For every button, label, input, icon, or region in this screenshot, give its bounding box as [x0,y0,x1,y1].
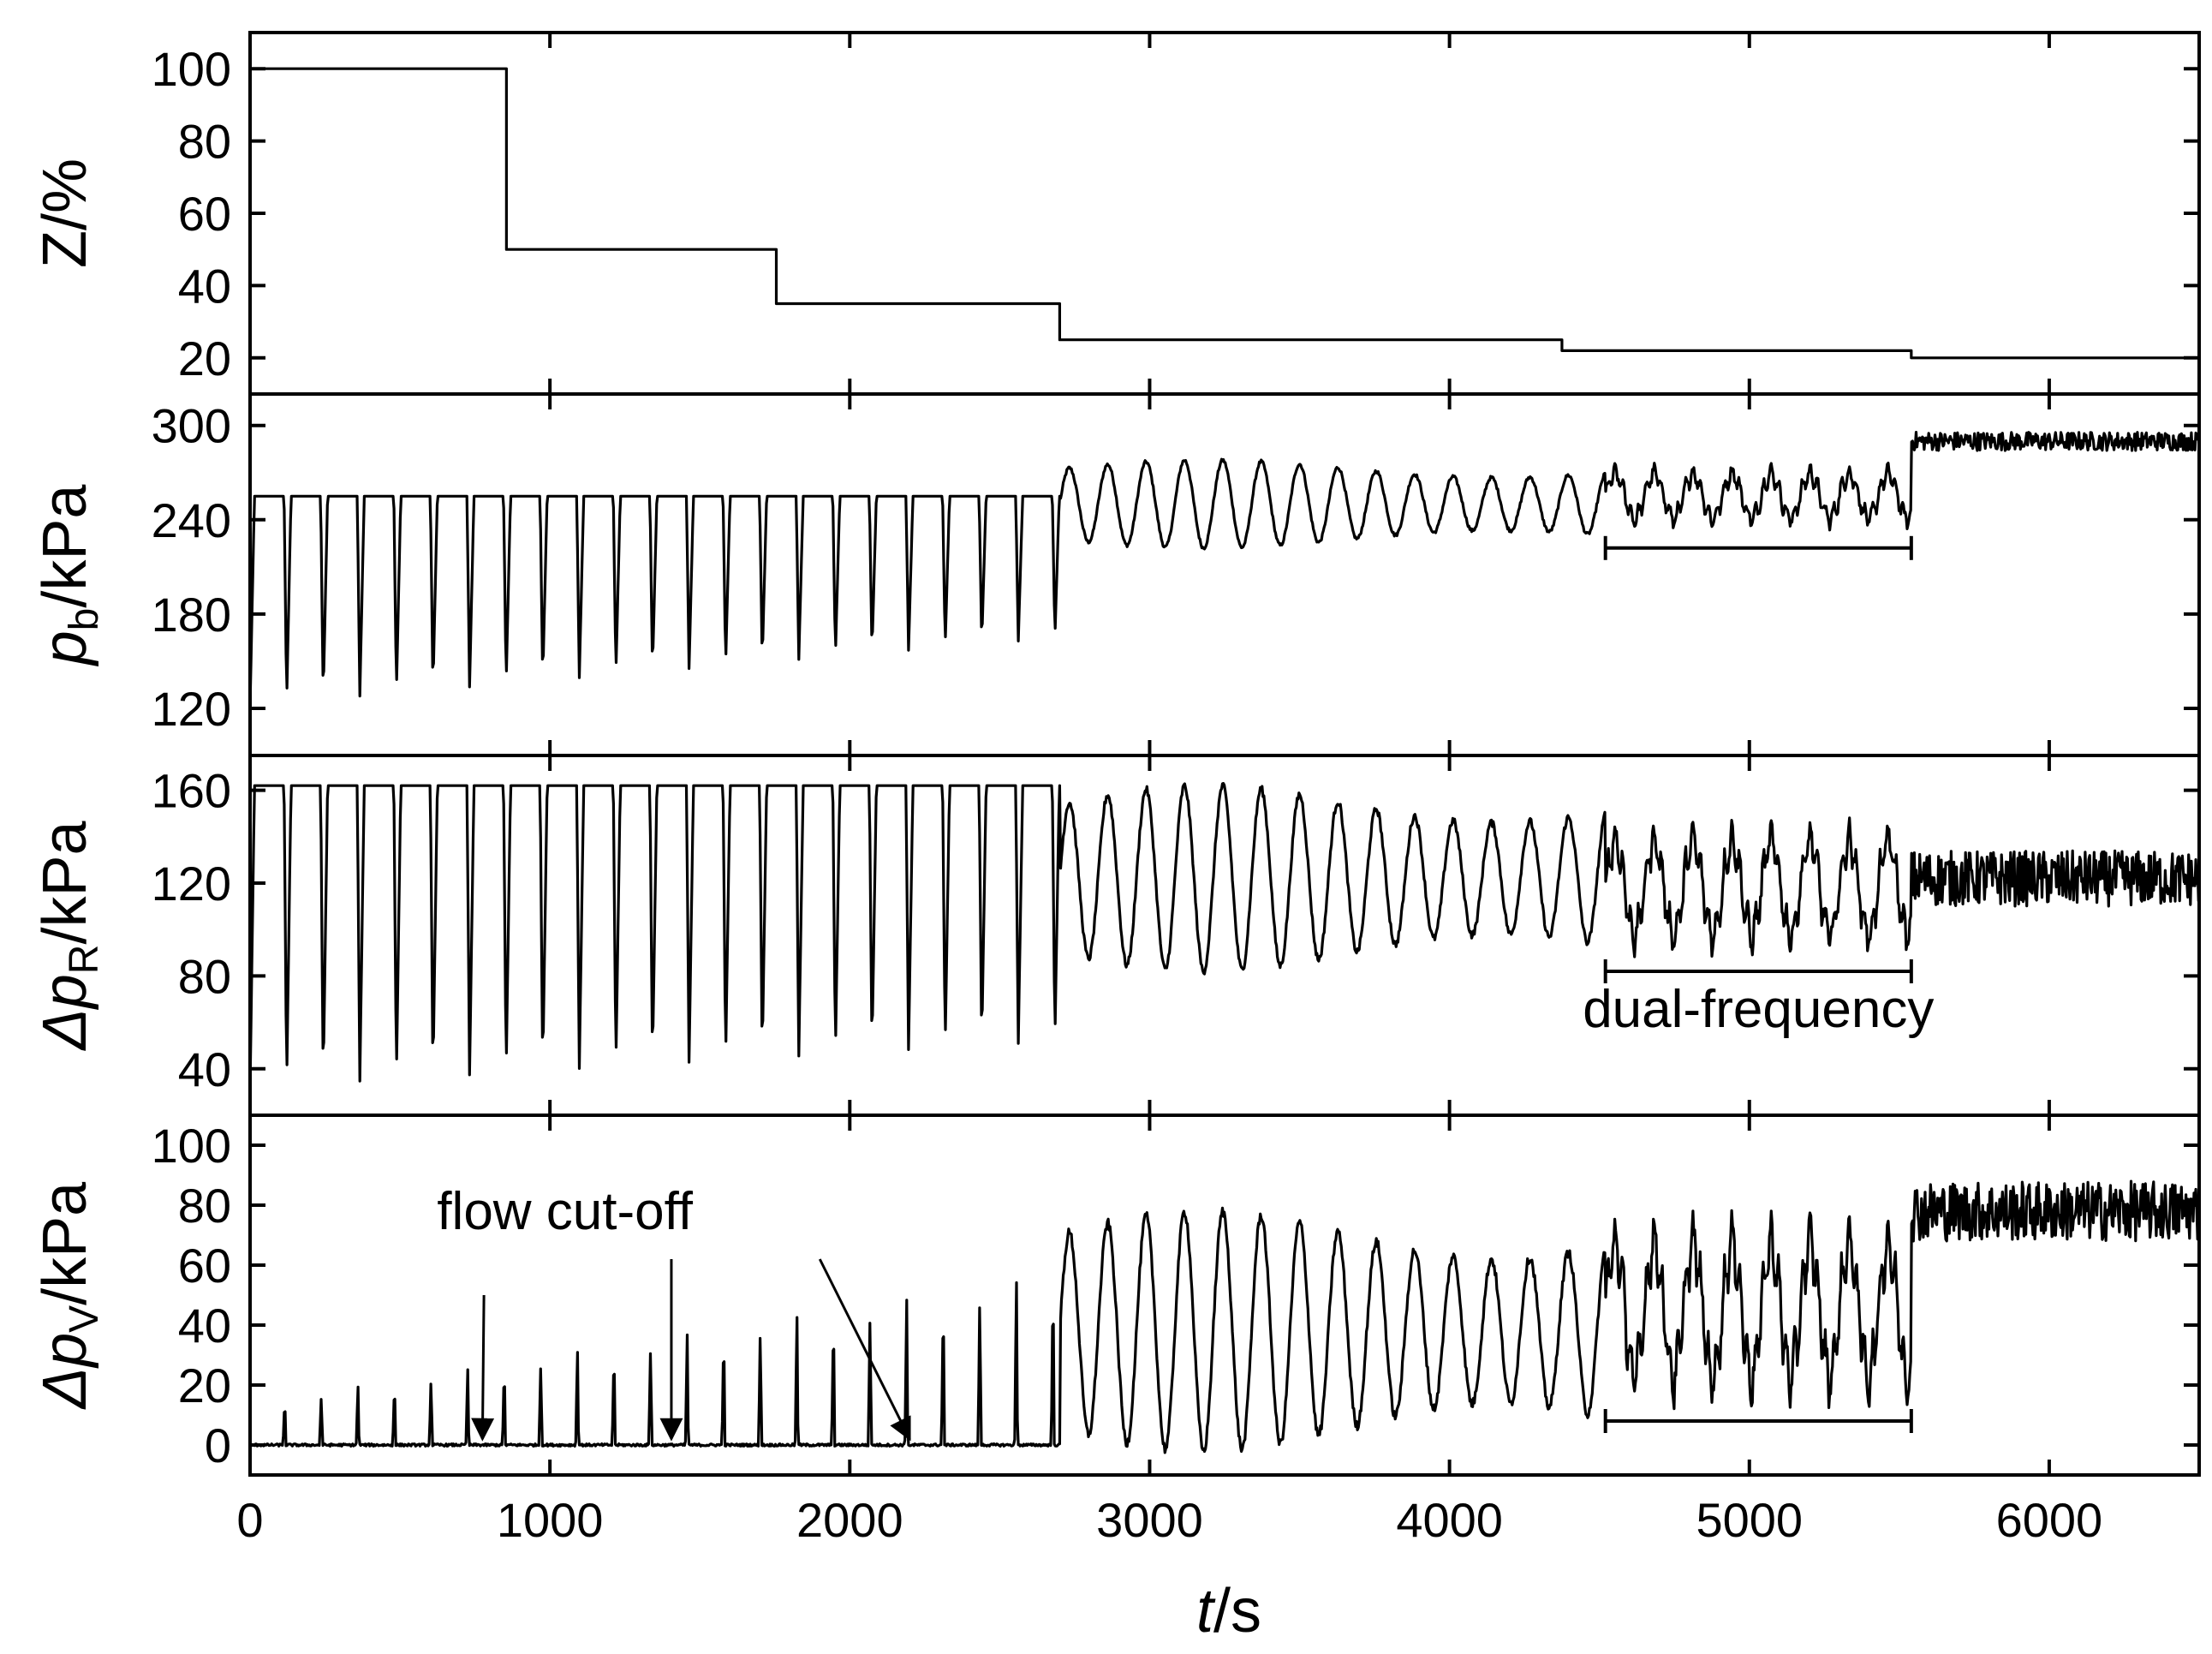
series-line-dpV [249,1179,2200,1454]
panel-pb: 120 180 240 300 pb/kPa [31,392,2201,757]
annotation-flow-cut-off: flow cut-off [437,1182,693,1241]
y-axis-title-pb: pb/kPa [31,484,107,667]
annotation-arrow [818,1258,911,1442]
regime-bracket [1603,535,1913,560]
x-axis-title: t/s [1196,1577,1261,1645]
series-line-Z [250,67,2199,360]
annotation-arrow [471,1294,495,1442]
y-tick-label: 20 [178,1358,231,1412]
y-tick-label: 100 [152,1119,231,1173]
y-tick-label: 20 [178,331,231,385]
series-line-pb [248,431,2200,706]
y-tick-label: 120 [152,857,231,911]
annotation-dual-frequency: dual-frequency [1583,980,1934,1039]
y-tick-label: 180 [152,588,231,642]
x-tick-label: 0 [236,1493,263,1547]
x-tick-label: 4000 [1396,1493,1503,1547]
x-tick-label: 5000 [1696,1493,1803,1547]
regime-bracket [1603,1409,1913,1433]
y-axis-title-dpR: ΔpR/kPa [31,820,107,1051]
y-tick-label: 100 [152,42,231,96]
y-tick-label: 80 [178,949,231,1003]
x-axis: 0 1000 2000 3000 4000 5000 6000 [236,1493,2102,1547]
y-tick-label: 60 [178,187,231,241]
y-tick-label: 40 [178,1042,231,1096]
panel-dpR: 40 80 120 160 ΔpR/kPa dual-frequency [31,754,2201,1117]
x-tick-label: 3000 [1096,1493,1203,1547]
y-tick-label: 40 [178,1299,231,1352]
y-axis-title-Z: Z/% [31,158,99,268]
x-tick-label: 2000 [796,1493,903,1547]
x-tick-label: 6000 [1996,1493,2103,1547]
y-axis-title-dpV: ΔpV/kPa [31,1181,107,1410]
y-tick-label: 300 [152,399,231,453]
panels-layer: 20406080100Z/%120180240300pb/kPa40801201… [31,31,2201,1477]
series-line-dpR [248,782,2200,1088]
y-tick-label: 80 [178,115,231,169]
regime-bracket [1603,959,1913,983]
y-tick-label: 0 [205,1418,231,1472]
y-tick-label: 40 [178,259,231,313]
y-tick-label: 80 [178,1179,231,1233]
x-tick-label: 1000 [497,1493,604,1547]
y-tick-label: 120 [152,682,231,736]
panel-Z: 20 40 60 80 100 Z/% [31,31,2201,396]
panel-frame [248,1114,2201,1477]
y-tick-label: 60 [178,1239,231,1293]
y-tick-label: 160 [152,764,231,818]
y-tick-label: 240 [152,493,231,547]
panel-dpV: 0 20 40 60 80 100 ΔpV/kPa flow cut-off [31,1114,2201,1477]
